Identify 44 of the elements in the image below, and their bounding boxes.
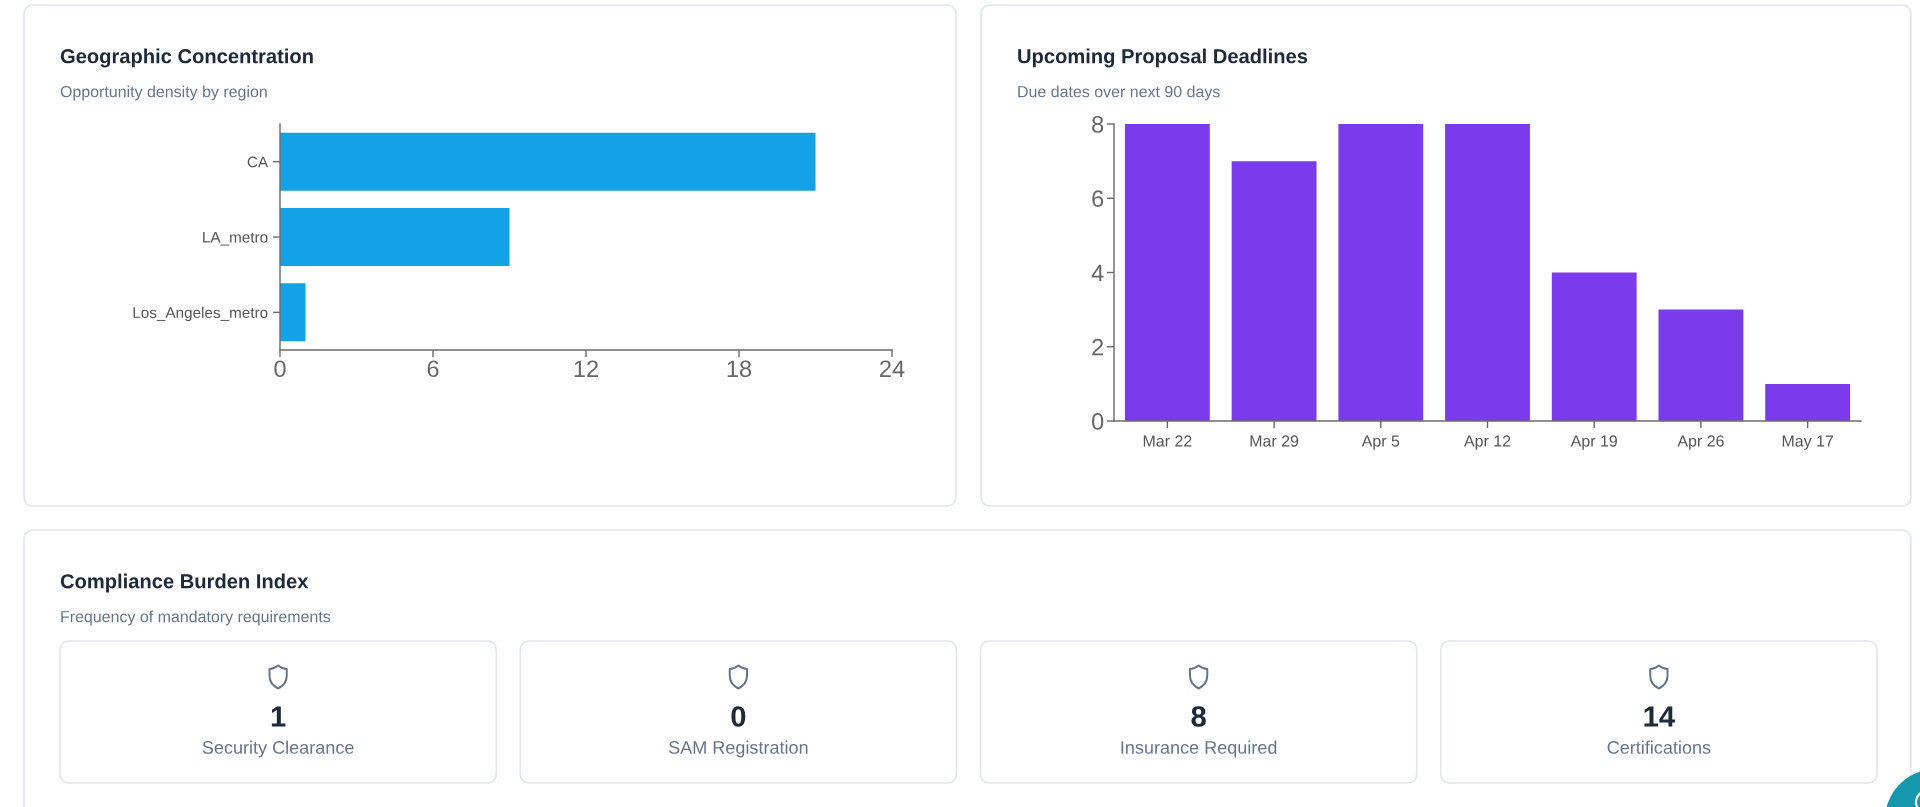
bar: [280, 283, 306, 342]
y-tick-label: Los_Angeles_metro: [133, 306, 268, 322]
bar: [1551, 272, 1637, 421]
x-tick-label: Apr 19: [1570, 435, 1617, 450]
text: Compliance Burden Index: [60, 573, 309, 593]
data-label: 0: [731, 706, 746, 727]
x-tick-label: 0: [274, 360, 286, 378]
category-label: Security Clearance: [202, 740, 354, 758]
x-tick-label: Apr 12: [1464, 435, 1511, 450]
category-label: SAM Registration: [668, 740, 808, 758]
x-tick-label: 6: [427, 360, 439, 378]
x-tick-label: 24: [880, 360, 905, 377]
bar: [1338, 124, 1424, 421]
category-label: Insurance Required: [1121, 740, 1277, 758]
y-tick-label: CA: [247, 156, 269, 168]
bar: [280, 208, 510, 266]
bar: [280, 132, 816, 191]
x-tick-label: Apr 26: [1677, 435, 1724, 450]
x-tick-label: 18: [727, 360, 752, 378]
x-tick-label: Apr 5: [1361, 435, 1400, 450]
bar: [1658, 309, 1744, 421]
bar: [1231, 161, 1317, 421]
chart-subtitle: Opportunity density by region: [60, 85, 267, 101]
text: Frequency of mandatory requirements: [61, 610, 331, 626]
y-tick-label: 2: [1092, 338, 1104, 356]
bar: [1445, 124, 1530, 421]
x-tick-label: 12: [574, 360, 598, 377]
x-tick-label: May 17: [1782, 435, 1834, 450]
x-tick-label: Mar 22: [1143, 435, 1192, 447]
y-tick-label: 6: [1092, 190, 1104, 208]
chart-title: Geographic Concentration: [60, 48, 313, 68]
y-tick-label: 4: [1091, 264, 1104, 282]
bar: [1765, 383, 1851, 421]
y-tick-label: 0: [1092, 413, 1104, 430]
bar: [1124, 124, 1210, 421]
chart-title: Upcoming Proposal Deadlines: [1018, 48, 1308, 68]
category-label: Certifications: [1607, 740, 1711, 754]
y-tick-label: 8: [1092, 116, 1104, 133]
data-label: 14: [1644, 706, 1675, 727]
x-tick-label: Mar 29: [1250, 435, 1299, 447]
y-tick-label: LA_metro: [203, 232, 268, 246]
data-label: 8: [1191, 706, 1206, 727]
chart-subtitle: Due dates over next 90 days: [1018, 85, 1220, 101]
data-label: 1: [271, 706, 286, 727]
